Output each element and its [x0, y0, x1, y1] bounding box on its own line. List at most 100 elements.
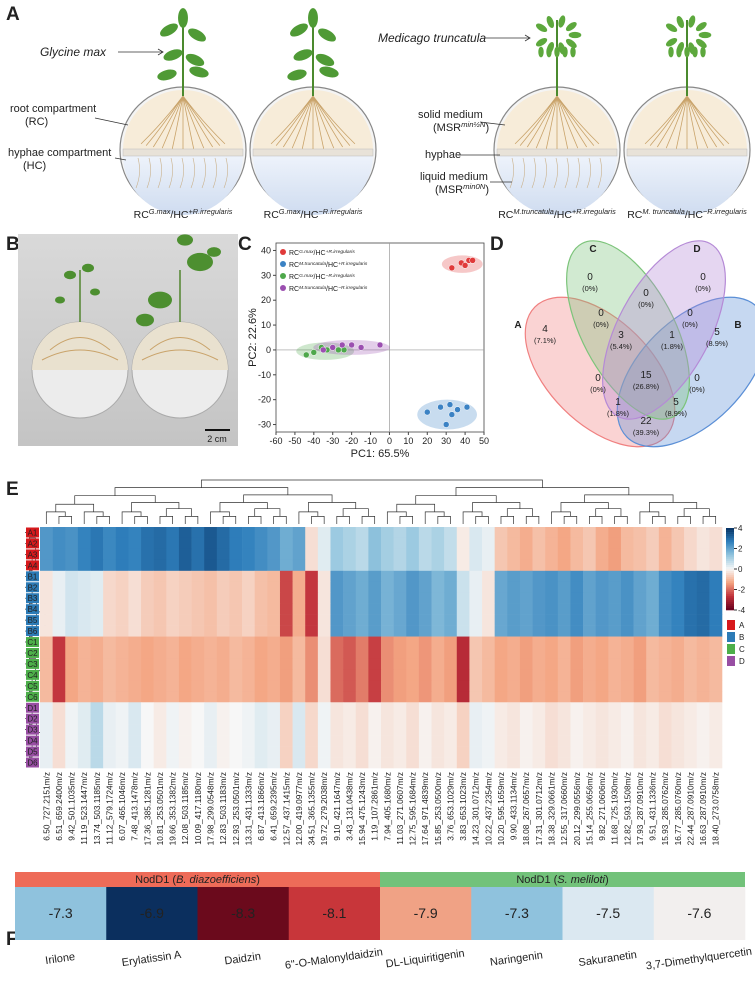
- heatmap-cell: [620, 625, 634, 637]
- dendrogram-branch: [500, 516, 514, 524]
- heatmap-cell: [418, 669, 432, 681]
- dendrogram-branch: [639, 511, 660, 524]
- heatmap-cell: [595, 713, 609, 725]
- heatmap-cell: [456, 570, 470, 583]
- heatmap-cell: [456, 647, 470, 659]
- arrow: [94, 117, 129, 126]
- heatmap-cell: [393, 757, 407, 769]
- set-label: B: [734, 320, 741, 331]
- heatmap-cell: [52, 691, 66, 703]
- rich-part: /HC: [326, 262, 338, 269]
- heatmap-cell: [279, 614, 293, 626]
- dendrogram-branch: [424, 511, 445, 524]
- heatmap-cell: [418, 647, 432, 659]
- heatmap-cell: [141, 625, 154, 637]
- heatmap-cell: [444, 570, 458, 583]
- heatmap-cell: [254, 614, 268, 626]
- colorbar-step: [726, 581, 734, 584]
- column-label: 16.77_285.0760m/z: [673, 772, 683, 845]
- heatmap-cell: [153, 713, 167, 725]
- heatmap-cell: [608, 680, 622, 692]
- rich-accent: B. diazoefficiens: [176, 874, 257, 886]
- heatmap-cell: [166, 559, 180, 572]
- y-tick-label: 0: [266, 345, 271, 355]
- dendrogram-branch: [361, 516, 376, 524]
- heatmap-cell: [141, 735, 154, 747]
- heatmap-cell: [229, 636, 243, 648]
- row-label: B5: [28, 616, 38, 625]
- heatmap-cell: [355, 537, 369, 550]
- heatmap-cell: [709, 537, 723, 550]
- heatmap-cell: [77, 527, 91, 539]
- arrow: [485, 34, 531, 42]
- heatmap-cell: [178, 603, 192, 615]
- heatmap-cell: [77, 537, 91, 550]
- rich-part: RC: [289, 262, 299, 269]
- panel-label: D: [490, 234, 504, 255]
- heatmap-cell: [128, 669, 142, 681]
- colorbar-step: [726, 558, 734, 562]
- column-label: 17.64_971.4839m/z: [420, 772, 430, 845]
- heatmap-cell: [406, 669, 420, 681]
- heatmap-cell: [646, 636, 660, 648]
- heatmap-cell: [65, 724, 79, 736]
- photo-leaf: [148, 291, 172, 309]
- region-percent: (8.9%): [665, 409, 688, 418]
- colorbar-step: [726, 542, 734, 545]
- heatmap-cell: [40, 647, 53, 659]
- heatmap-cell: [608, 614, 622, 626]
- heatmap-cell: [153, 614, 167, 626]
- heatmap-cell: [355, 614, 369, 626]
- heatmap-cell: [368, 537, 382, 550]
- heatmap-cell: [494, 527, 508, 539]
- panel-label: E: [6, 479, 19, 500]
- heatmap-cell: [519, 757, 533, 769]
- column-label: 10.09_417.1180m/z: [193, 772, 203, 845]
- heatmap-cell: [279, 537, 293, 550]
- heatmap-cell: [229, 746, 243, 758]
- row-label: C1: [27, 638, 38, 647]
- heatmap-cell: [494, 592, 508, 604]
- heatmap-cell: [545, 746, 559, 758]
- leaf: [568, 31, 582, 39]
- heatmap-cell: [52, 537, 66, 550]
- heatmap-cell: [671, 757, 685, 769]
- heatmap-cell: [65, 614, 79, 626]
- heatmap-cell: [583, 757, 597, 769]
- heatmap-cell: [418, 548, 432, 561]
- heatmap-cell: [671, 669, 685, 681]
- heatmap-cell: [393, 746, 407, 758]
- heatmap-cell: [368, 735, 382, 747]
- heatmap-cell: [418, 592, 432, 604]
- heatmap-cell: [684, 658, 698, 670]
- heatmap-cell: [115, 746, 129, 758]
- heatmap-cell: [77, 658, 91, 670]
- heatmap-cell: [153, 559, 167, 572]
- heatmap-cell: [330, 713, 344, 725]
- heatmap-cell: [229, 559, 243, 572]
- heatmap-cell: [343, 614, 357, 626]
- heatmap-cell: [545, 691, 559, 703]
- heatmap-cell: [532, 735, 546, 747]
- column-label: 3.83_653.1023m/z: [458, 772, 468, 841]
- heatmap-cell: [368, 527, 382, 539]
- heatmap-cell: [90, 713, 104, 725]
- plot-frame: [275, 242, 485, 433]
- heatmap-cell: [532, 570, 546, 583]
- heatmap-cell: [633, 757, 647, 769]
- heatmap-cell: [254, 691, 268, 703]
- heatmap-cell: [166, 548, 180, 561]
- heatmap-cell: [166, 757, 180, 769]
- heatmap-cell: [557, 636, 571, 648]
- heatmap-cell: [456, 614, 470, 626]
- y-tick-label: 10: [261, 320, 271, 330]
- heatmap-cell: [507, 691, 521, 703]
- row-label-box: [26, 735, 39, 746]
- heatmap-cell: [620, 603, 634, 615]
- heatmap-cell: [381, 669, 394, 681]
- heatmap-cell: [595, 527, 609, 539]
- heatmap-cell: [658, 603, 672, 615]
- heatmap-cell: [418, 537, 432, 550]
- heatmap-cell: [671, 603, 685, 615]
- heatmap-cell: [216, 735, 230, 747]
